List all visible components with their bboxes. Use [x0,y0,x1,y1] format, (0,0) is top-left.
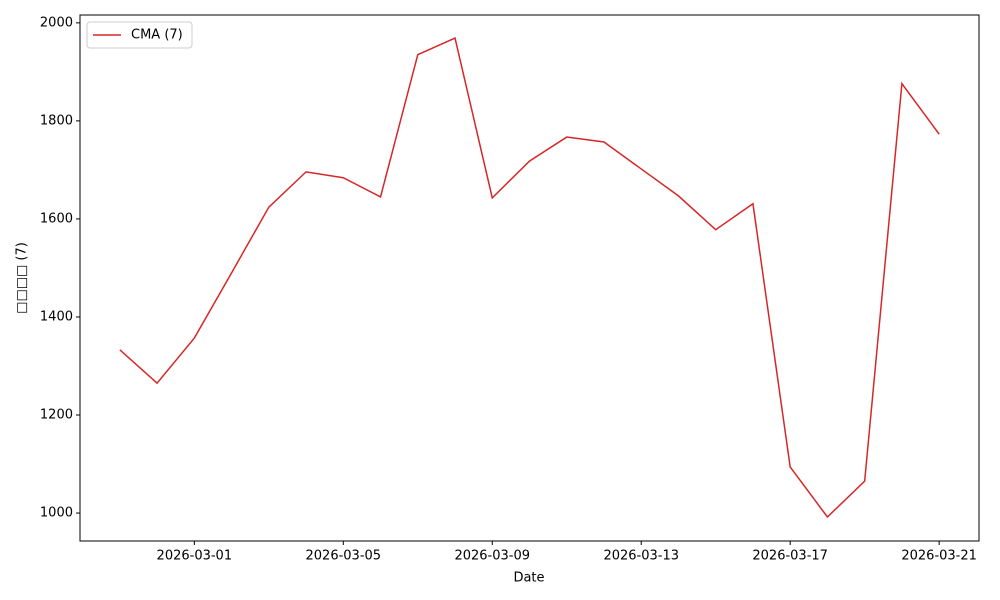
x-tick-label: 2026-03-13 [603,549,679,564]
y-tick-label: 1200 [40,408,73,423]
y-tick-label: 1800 [40,113,73,128]
x-tick-label: 2026-03-05 [306,549,382,564]
legend-box [86,21,193,49]
x-tick-label: 2026-03-21 [901,549,977,564]
y-tick-label: 1400 [40,309,73,324]
data-line [119,36,940,519]
plot-frame [79,14,980,542]
x-tick-label: 2026-03-09 [454,549,530,564]
x-axis-label: Date [513,571,544,586]
x-tick-label: 2026-03-17 [752,549,828,564]
y-axis-label: □□□□ (7) [15,242,30,314]
y-tick-label: 1000 [40,506,73,521]
legend-label: CMA (7) [131,28,183,43]
y-tick-label: 2000 [40,15,73,30]
x-tick-label: 2026-03-01 [157,549,233,564]
y-tick-label: 1600 [40,211,73,226]
